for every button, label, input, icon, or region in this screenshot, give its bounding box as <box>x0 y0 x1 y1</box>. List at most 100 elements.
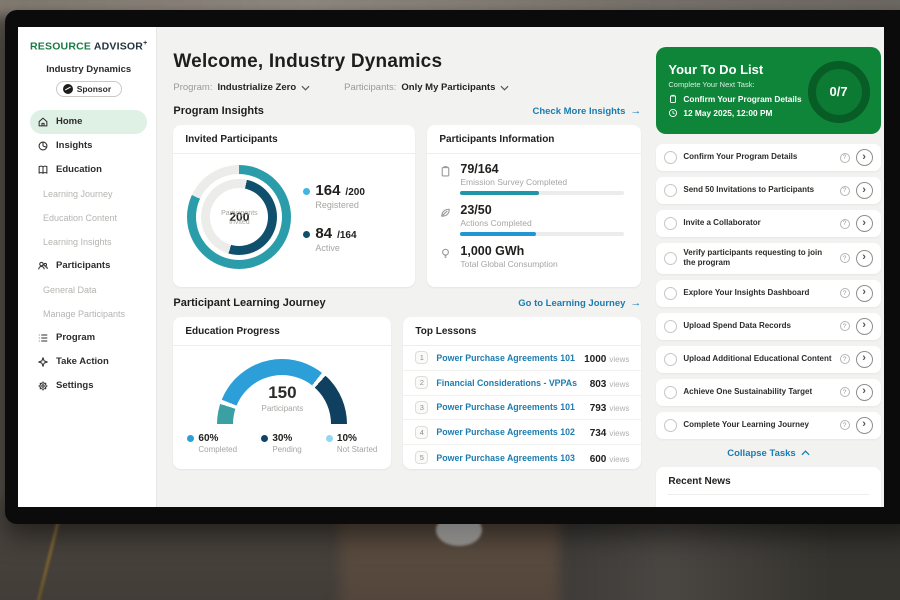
task-item-4[interactable]: Verify participants requesting to join t… <box>656 243 881 274</box>
chevron-right-button[interactable]: › <box>855 284 873 302</box>
task-item-7[interactable]: Upload Additional Educational Content ? … <box>656 345 881 373</box>
sidebar-item-general-data[interactable]: General Data <box>30 278 147 302</box>
sidebar-item-label: Home <box>56 116 83 127</box>
sidebar-item-label: Manage Participants <box>43 308 126 319</box>
sidebar-item-label: Settings <box>56 380 94 391</box>
help-icon[interactable]: ? <box>839 185 850 196</box>
take-action-icon <box>38 356 48 367</box>
help-icon[interactable]: ? <box>839 152 850 163</box>
help-icon[interactable]: ? <box>839 253 850 264</box>
participants-filter[interactable]: Participants: Only My Participants <box>344 82 509 93</box>
task-label: Achieve One Sustainability Target <box>683 387 813 397</box>
help-icon[interactable]: ? <box>839 420 850 431</box>
help-icon[interactable]: ? <box>839 288 850 299</box>
chevron-right-button[interactable]: › <box>855 182 873 199</box>
lesson-views-suffix: views <box>609 404 630 414</box>
legend-dot <box>325 435 333 442</box>
help-icon[interactable]: ? <box>839 218 850 229</box>
collapse-tasks-link[interactable]: Collapse Tasks <box>656 448 880 459</box>
progress-track <box>460 232 625 236</box>
help-icon[interactable]: ? <box>839 321 850 332</box>
task-checkbox[interactable] <box>664 319 678 333</box>
task-item-8[interactable]: Achieve One Sustainability Target ? › <box>656 378 881 406</box>
stat-label: Actions Completed <box>460 218 532 228</box>
chevron-right-button[interactable]: › <box>855 383 873 401</box>
task-item-2[interactable]: Send 50 Invitations to Participants ? › <box>656 177 881 204</box>
task-checkbox[interactable] <box>664 352 678 366</box>
task-item-3[interactable]: Invite a Collaborator ? › <box>656 210 881 237</box>
learning-journey-header: Participant Learning Journey Go to Learn… <box>173 297 641 309</box>
legend-item-not-started: 10% Not Started <box>325 433 377 454</box>
sidebar-item-manage-participants[interactable]: Manage Participants <box>30 302 147 326</box>
stat-value: 79/164 <box>460 162 499 176</box>
lesson-link[interactable]: Power Purchase Agreements 103 <box>436 452 575 463</box>
education-progress-card: Education Progress 150 Participants 60% C… <box>173 317 392 469</box>
section-title-learning-journey: Participant Learning Journey <box>173 297 326 309</box>
program-filter[interactable]: Program: Industrialize Zero <box>173 82 310 93</box>
invited-participants-card: Invited Participants 200 Participants In… <box>173 125 416 287</box>
task-checkbox[interactable] <box>664 286 678 300</box>
sidebar-item-education[interactable]: Education <box>30 158 147 182</box>
arrow-right-icon: → <box>630 105 642 117</box>
recent-news-title: Recent News <box>668 476 869 495</box>
sidebar-item-label: Learning Journey <box>43 188 113 199</box>
lesson-views: 803 <box>589 378 607 390</box>
survey-icon <box>442 166 450 177</box>
task-checkbox[interactable] <box>664 217 678 230</box>
sidebar-item-home[interactable]: Home <box>30 109 148 134</box>
task-list: Confirm Your Program Details ? › Send 50… <box>656 144 881 439</box>
task-checkbox[interactable] <box>664 184 678 197</box>
help-icon[interactable]: ? <box>839 387 850 398</box>
task-label: Verify participants requesting to join t… <box>683 248 823 268</box>
check-more-insights-link[interactable]: Check More Insights → <box>532 105 641 117</box>
lesson-link[interactable]: Power Purchase Agreements 101 <box>436 352 575 363</box>
gauge-center-value: 150 <box>268 383 297 402</box>
sidebar-item-education-content[interactable]: Education Content <box>30 206 147 230</box>
chevron-right-button[interactable]: › <box>855 149 873 166</box>
chevron-right-button[interactable]: › <box>855 215 873 232</box>
go-to-learning-journey-link[interactable]: Go to Learning Journey → <box>518 297 641 309</box>
card-title: Invited Participants <box>173 125 416 154</box>
task-checkbox[interactable] <box>664 418 678 432</box>
clipboard-icon <box>670 94 677 103</box>
legend-item-registered: 164 /200 Registered <box>303 182 365 210</box>
sidebar-item-learning-insights[interactable]: Learning Insights <box>30 230 147 254</box>
gear-icon <box>38 381 48 390</box>
lesson-link[interactable]: Power Purchase Agreements 102 <box>436 427 575 438</box>
sidebar-item-settings[interactable]: Settings <box>30 374 147 398</box>
donut-center-label: Participants Invited <box>221 209 258 226</box>
legend-label: Active <box>315 242 340 253</box>
progress-fill <box>460 191 540 195</box>
lesson-views: 600 <box>589 453 607 465</box>
task-item-9[interactable]: Complete Your Learning Journey ? › <box>656 411 881 439</box>
task-checkbox[interactable] <box>664 251 678 265</box>
chevron-right-button[interactable]: › <box>855 249 873 267</box>
task-label: Invite a Collaborator <box>683 218 761 228</box>
sidebar-item-insights[interactable]: Insights <box>30 134 147 158</box>
task-item-1[interactable]: Confirm Your Program Details ? › <box>656 144 881 171</box>
sidebar-item-take-action[interactable]: Take Action <box>30 350 147 374</box>
chevron-right-button[interactable]: › <box>855 317 873 335</box>
gauge-legend: 60% Completed 30% Pending 10% Not Started <box>173 425 391 454</box>
sidebar-item-label: Learning Insights <box>43 236 112 247</box>
sidebar-item-program[interactable]: Program <box>30 326 147 350</box>
participants-filter-label: Participants: <box>344 82 397 93</box>
sidebar-item-participants[interactable]: Participants <box>30 254 147 278</box>
lesson-link[interactable]: Power Purchase Agreements 101 <box>436 402 575 413</box>
program-filter-value: Industrialize Zero <box>217 82 297 93</box>
legend-item-completed: 60% Completed <box>187 433 237 454</box>
task-checkbox[interactable] <box>664 151 678 164</box>
task-checkbox[interactable] <box>664 385 678 399</box>
lesson-link[interactable]: Financial Considerations - VPPAs <box>436 377 578 388</box>
task-item-5[interactable]: Explore Your Insights Dashboard ? › <box>656 279 881 307</box>
task-item-6[interactable]: Upload Spend Data Records ? › <box>656 312 881 340</box>
lesson-views: 793 <box>589 403 607 415</box>
clock-icon <box>669 108 678 117</box>
lesson-rank: 2 <box>415 376 429 390</box>
sponsor-badge[interactable]: Sponsor <box>55 80 122 97</box>
help-icon[interactable]: ? <box>839 354 850 365</box>
chevron-right-button[interactable]: › <box>855 416 873 434</box>
participants-filter-value: Only My Participants <box>401 82 496 93</box>
sidebar-item-learning-journey[interactable]: Learning Journey <box>30 182 147 206</box>
chevron-right-button[interactable]: › <box>855 350 873 368</box>
